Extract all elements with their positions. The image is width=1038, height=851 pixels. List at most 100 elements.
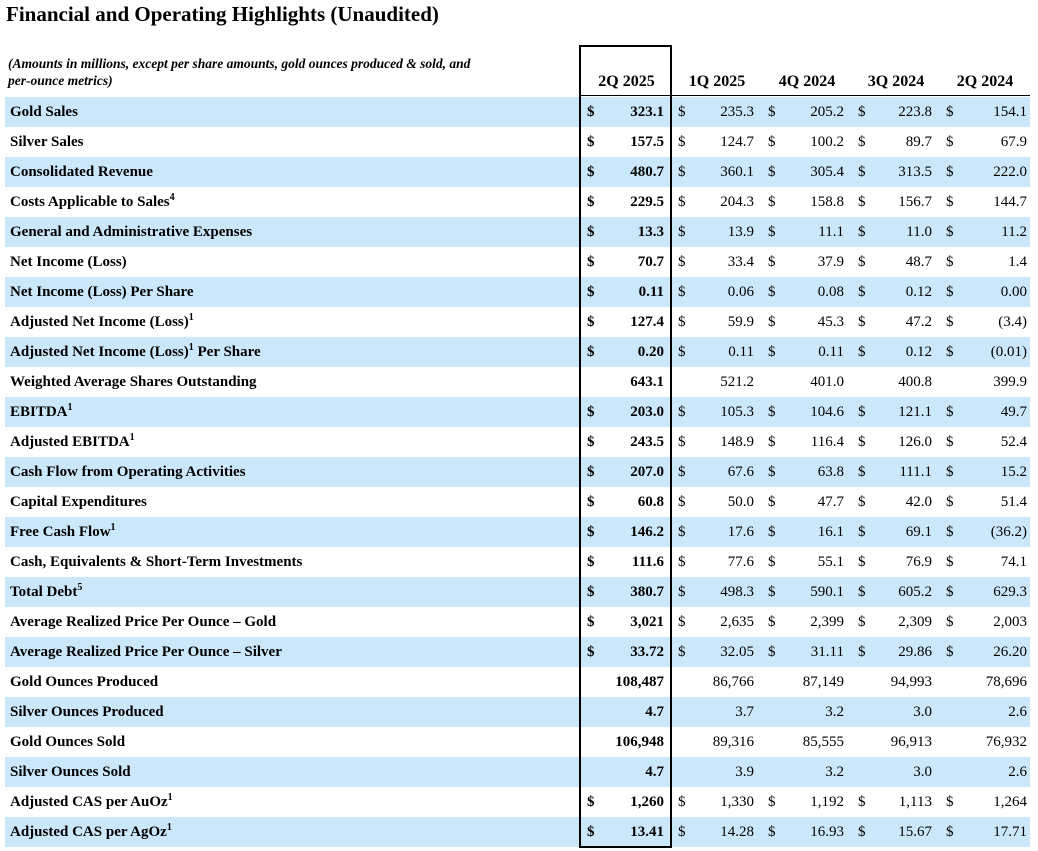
currency-symbol: $: [768, 163, 776, 180]
currency-symbol: $: [946, 193, 954, 210]
currency-symbol: $: [858, 343, 866, 360]
value-cell: $111.6: [581, 554, 672, 571]
currency-symbol: $: [946, 553, 954, 570]
row-label: EBITDA1: [5, 402, 581, 421]
currency-symbol: $: [678, 463, 686, 480]
currency-symbol: $: [678, 583, 686, 600]
row-label: Silver Ounces Sold: [5, 764, 581, 781]
value-cell: $205.2: [762, 104, 852, 121]
currency-symbol: $: [946, 463, 954, 480]
value-cell: 78,696: [940, 674, 1030, 691]
cell-value: 69.1: [905, 523, 932, 540]
cell-value: 3,021: [630, 613, 664, 630]
cell-value: 0.12: [905, 283, 932, 300]
row-label: Costs Applicable to Sales4: [5, 192, 581, 211]
table-row: Costs Applicable to Sales4 $229.5 $204.3 $1…: [5, 187, 1030, 217]
cell-value: 50.0: [727, 493, 754, 510]
currency-symbol: $: [587, 793, 595, 810]
value-cell: $0.11: [672, 344, 762, 361]
row-label: Adjusted CAS per AuOz1: [5, 792, 581, 811]
value-cell: $590.1: [762, 584, 852, 601]
table-row: Gold Ounces Sold 106,948 89,316 85,555 96,91…: [5, 727, 1030, 757]
cell-value: 4.7: [645, 763, 664, 780]
cell-value: 148.9: [720, 433, 754, 450]
currency-symbol: $: [946, 493, 954, 510]
cell-value: 605.2: [898, 583, 932, 600]
row-label-text: Adjusted CAS per AgOz: [10, 823, 167, 840]
value-cell: $124.7: [672, 134, 762, 151]
cell-value: (36.2): [990, 523, 1027, 540]
row-label: Cash Flow from Operating Activities: [5, 464, 581, 481]
value-cell: $126.0: [852, 434, 940, 451]
value-cell: $15.2: [940, 464, 1030, 481]
cell-value: 42.0: [905, 493, 932, 510]
cell-value: 1,113: [898, 793, 932, 810]
cell-value: (0.01): [990, 343, 1027, 360]
value-cell: $15.67: [852, 824, 940, 841]
cell-value: 590.1: [810, 583, 844, 600]
value-cell: $42.0: [852, 494, 940, 511]
value-cell: 3.0: [852, 704, 940, 721]
value-cell: $13.9: [672, 224, 762, 241]
cell-value: 3.2: [825, 763, 844, 780]
currency-symbol: $: [587, 403, 595, 420]
cell-value: 94,993: [890, 673, 932, 690]
cell-value: 74.1: [1000, 553, 1027, 570]
cell-value: 0.11: [638, 283, 664, 300]
row-label-text: Adjusted Net Income (Loss): [10, 313, 189, 330]
currency-symbol: $: [587, 283, 595, 300]
currency-symbol: $: [858, 403, 866, 420]
column-header-2q-2024: 2Q 2024: [956, 73, 1014, 90]
value-cell: 3.0: [852, 764, 940, 781]
value-cell: 86,766: [672, 674, 762, 691]
cell-value: 17.6: [727, 523, 754, 540]
cell-value: 0.00: [1000, 283, 1027, 300]
currency-symbol: $: [768, 133, 776, 150]
currency-symbol: $: [587, 553, 595, 570]
cell-value: 67.6: [727, 463, 754, 480]
value-cell: $0.06: [672, 284, 762, 301]
cell-value: 207.0: [630, 463, 664, 480]
value-cell: 76,932: [940, 734, 1030, 751]
currency-symbol: $: [678, 403, 686, 420]
value-cell: $158.8: [762, 194, 852, 211]
table-row: General and Administrative Expenses $13.3…: [5, 217, 1030, 247]
cell-value: 104.6: [810, 403, 844, 420]
cell-value: 2,635: [720, 613, 754, 630]
cell-value: 70.7: [637, 253, 664, 270]
cell-value: 11.2: [1001, 223, 1027, 240]
table-row: Average Realized Price Per Ounce – Silve…: [5, 637, 1030, 667]
currency-symbol: $: [678, 193, 686, 210]
table-row: Average Realized Price Per Ounce – Gold $…: [5, 607, 1030, 637]
value-cell: $59.9: [672, 314, 762, 331]
value-cell: 94,993: [852, 674, 940, 691]
currency-symbol: $: [587, 433, 595, 450]
value-cell: $305.4: [762, 164, 852, 181]
currency-symbol: $: [858, 583, 866, 600]
cell-value: 222.0: [993, 163, 1027, 180]
cell-value: 32.05: [720, 643, 754, 660]
cell-value: 3.0: [913, 763, 932, 780]
currency-symbol: $: [858, 553, 866, 570]
value-cell: 106,948: [581, 734, 672, 751]
value-cell: $121.1: [852, 404, 940, 421]
value-cell: $1,264: [940, 794, 1030, 811]
row-label: Weighted Average Shares Outstanding: [5, 374, 581, 391]
value-cell: 3.9: [672, 764, 762, 781]
currency-symbol: $: [946, 103, 954, 120]
cell-value: 55.1: [817, 553, 844, 570]
column-header-1q-2025: 1Q 2025: [688, 73, 746, 90]
table-row: Cash Flow from Operating Activities $207.…: [5, 457, 1030, 487]
row-label-text: Total Debt: [10, 583, 78, 600]
currency-symbol: $: [678, 283, 686, 300]
cell-value: 52.4: [1000, 433, 1027, 450]
currency-symbol: $: [768, 613, 776, 630]
value-cell: $146.2: [581, 524, 672, 541]
cell-value: 0.11: [728, 343, 754, 360]
footnote-superscript: 5: [77, 581, 83, 593]
cell-value: 158.8: [810, 193, 844, 210]
cell-value: 17.71: [993, 823, 1027, 840]
cell-value: 305.4: [810, 163, 844, 180]
currency-symbol: $: [587, 103, 595, 120]
